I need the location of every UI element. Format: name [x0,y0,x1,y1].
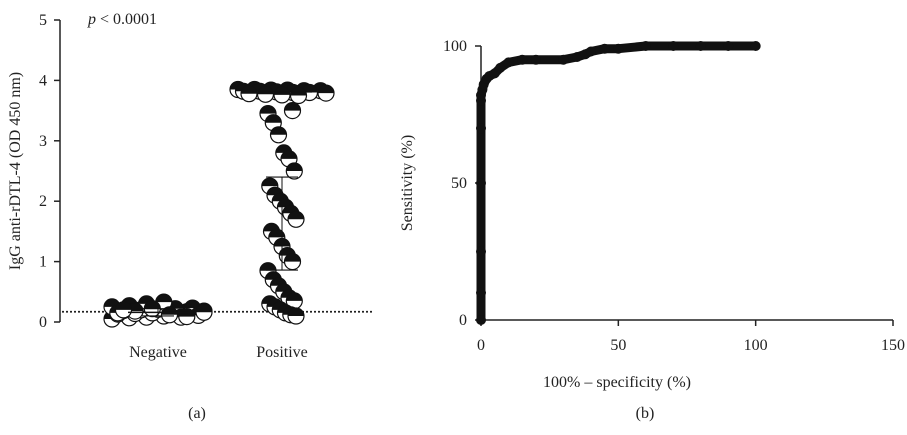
panel-b-caption: (b) [636,405,655,422]
data-point [269,126,288,144]
panel-a: 0 1 2 3 4 5 IgG anti-rDTL-4 (OD 450 nm) p < 0… [7,11,372,422]
data-point [195,303,213,321]
roc-point [530,54,541,65]
roc-point [668,41,679,51]
roc-point [476,246,486,257]
roc-point [558,54,569,65]
roc-points [476,41,761,325]
panel-b-x-axis-label: 100% – specificity (%) [543,374,691,391]
data-point [287,210,305,228]
roc-point [495,62,506,73]
data-point [317,84,335,102]
x-tick-label: 100 [744,337,768,354]
roc-point [723,41,734,51]
x-tick-label: Negative [129,344,187,361]
panel-b-y-axis-label: Sensitivity (%) [399,135,416,231]
y-tick-label: 50 [451,175,467,192]
data-point [240,85,258,103]
y-tick-label: 0 [39,314,47,331]
roc-point [476,287,486,298]
data-point [273,86,291,104]
roc-point [476,315,486,325]
roc-point [476,178,486,188]
roc-point [476,123,486,134]
roc-curve-line [476,41,761,325]
panel-a-annotation: p < 0.0001 [87,11,157,28]
roc-point [613,43,624,54]
data-point [256,85,275,103]
roc-point [640,41,651,51]
panel-b-y-ticks: 0 50 100 [443,38,481,329]
data-point [283,253,302,271]
x-tick-label: Positive [256,344,308,361]
y-tick-label: 100 [443,38,467,55]
panel-a-points [103,80,335,328]
x-tick-label: 150 [881,337,905,354]
panel-b: 0 50 100 0 50 100 150 Sensitivity (%) 100% – … [399,38,905,422]
x-tick-label: 50 [610,337,626,354]
roc-point [695,41,706,51]
data-point [114,301,133,319]
roc-point [599,43,610,54]
y-tick-label: 5 [39,12,47,29]
data-point [289,86,308,105]
data-point [287,307,305,325]
y-tick-label: 0 [459,312,467,329]
panel-b-x-ticks: 0 50 100 150 [477,320,905,354]
roc-point [503,57,514,68]
panel-a-x-tick-labels: Negative Positive [129,344,308,361]
roc-point [572,52,583,62]
data-point [285,162,303,180]
roc-point [585,46,596,57]
roc-point [750,41,761,51]
roc-point [517,54,528,65]
panel-a-caption: (a) [188,405,206,422]
y-tick-label: 3 [39,133,47,150]
data-point [178,308,196,326]
x-tick-label: 0 [477,337,485,354]
data-point [283,101,302,120]
panel-a-y-axis-label: IgG anti-rDTL-4 (OD 450 nm) [7,72,24,270]
y-tick-label: 1 [39,254,47,271]
y-tick-label: 2 [39,193,47,210]
panel-a-error-bars [128,91,312,317]
panel-a-y-ticks: 0 1 2 3 4 5 [39,12,60,331]
y-tick-label: 4 [39,72,47,89]
